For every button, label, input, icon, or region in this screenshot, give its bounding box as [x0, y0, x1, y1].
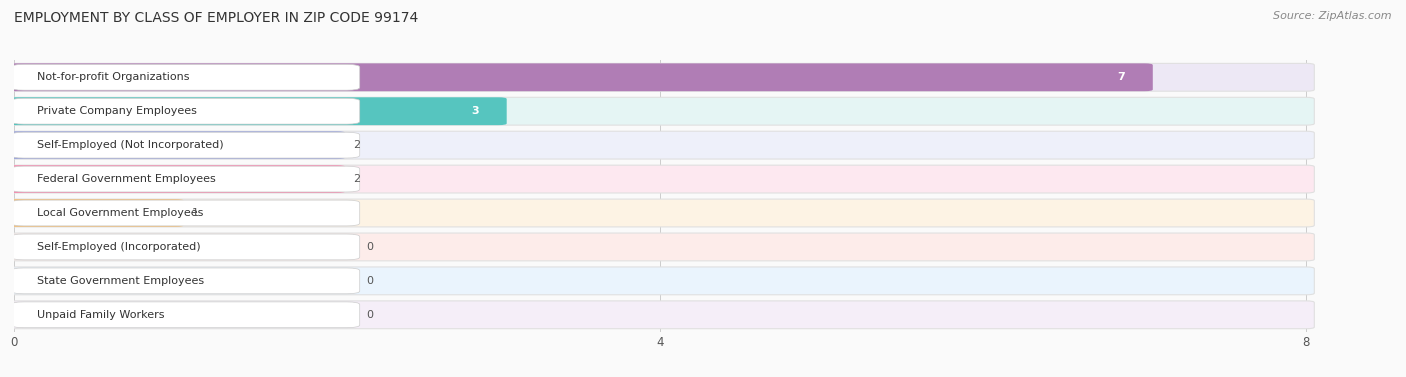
- Text: Source: ZipAtlas.com: Source: ZipAtlas.com: [1274, 11, 1392, 21]
- FancyBboxPatch shape: [11, 132, 360, 158]
- Text: 2: 2: [353, 140, 360, 150]
- Text: EMPLOYMENT BY CLASS OF EMPLOYER IN ZIP CODE 99174: EMPLOYMENT BY CLASS OF EMPLOYER IN ZIP C…: [14, 11, 419, 25]
- FancyBboxPatch shape: [6, 199, 184, 227]
- Text: Unpaid Family Workers: Unpaid Family Workers: [37, 310, 165, 320]
- FancyBboxPatch shape: [6, 267, 1315, 295]
- Text: Self-Employed (Incorporated): Self-Employed (Incorporated): [37, 242, 200, 252]
- FancyBboxPatch shape: [6, 131, 346, 159]
- FancyBboxPatch shape: [11, 200, 360, 226]
- Text: 0: 0: [366, 310, 373, 320]
- FancyBboxPatch shape: [6, 233, 1315, 261]
- FancyBboxPatch shape: [6, 165, 346, 193]
- Text: Self-Employed (Not Incorporated): Self-Employed (Not Incorporated): [37, 140, 224, 150]
- Text: 3: 3: [471, 106, 479, 116]
- Text: State Government Employees: State Government Employees: [37, 276, 204, 286]
- FancyBboxPatch shape: [11, 268, 360, 294]
- FancyBboxPatch shape: [6, 165, 1315, 193]
- Text: Private Company Employees: Private Company Employees: [37, 106, 197, 116]
- FancyBboxPatch shape: [6, 63, 1315, 91]
- Text: Local Government Employees: Local Government Employees: [37, 208, 202, 218]
- Text: 0: 0: [366, 276, 373, 286]
- Text: 2: 2: [353, 174, 360, 184]
- FancyBboxPatch shape: [6, 63, 1153, 91]
- Text: 7: 7: [1118, 72, 1125, 82]
- FancyBboxPatch shape: [11, 166, 360, 192]
- Text: Federal Government Employees: Federal Government Employees: [37, 174, 215, 184]
- Text: 0: 0: [366, 242, 373, 252]
- FancyBboxPatch shape: [6, 199, 1315, 227]
- FancyBboxPatch shape: [6, 131, 1315, 159]
- FancyBboxPatch shape: [11, 302, 360, 328]
- FancyBboxPatch shape: [11, 64, 360, 90]
- FancyBboxPatch shape: [11, 98, 360, 124]
- Text: Not-for-profit Organizations: Not-for-profit Organizations: [37, 72, 190, 82]
- FancyBboxPatch shape: [6, 301, 1315, 329]
- FancyBboxPatch shape: [6, 97, 1315, 125]
- FancyBboxPatch shape: [11, 234, 360, 260]
- FancyBboxPatch shape: [6, 97, 506, 125]
- Text: 1: 1: [191, 208, 198, 218]
